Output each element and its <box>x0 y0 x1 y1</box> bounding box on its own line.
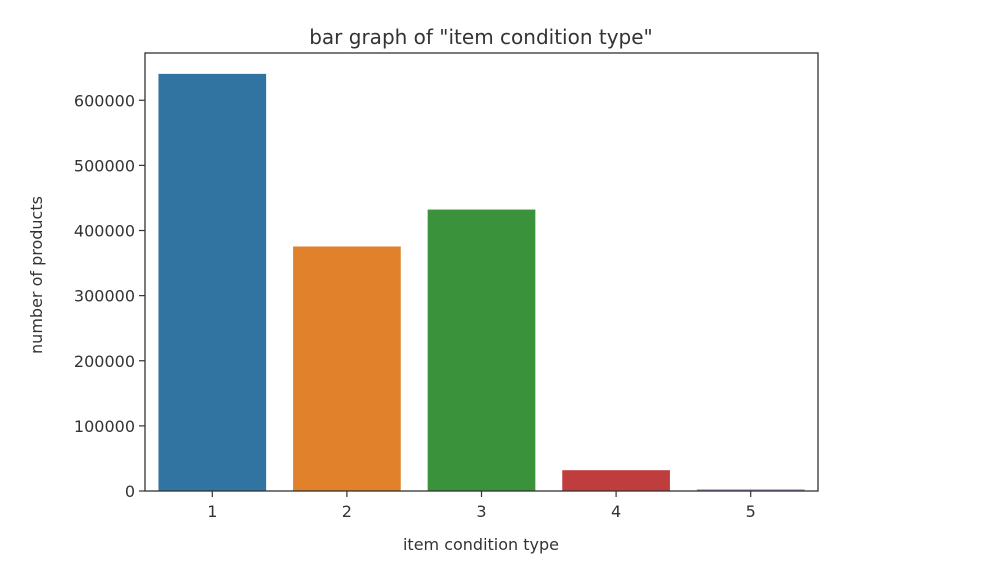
y-tick-label: 500000 <box>74 156 135 175</box>
x-tick-label: 5 <box>746 502 756 521</box>
bar-5 <box>696 489 805 491</box>
x-axis-label: item condition type <box>403 535 559 554</box>
x-tick-label: 3 <box>476 502 486 521</box>
y-tick-label: 200000 <box>74 352 135 371</box>
plot-frame <box>144 52 819 492</box>
bar-4 <box>562 470 670 491</box>
x-tick-label: 2 <box>342 502 352 521</box>
plot-area: 0 100000 200000 300000 400000 500000 600000 1 2 3… <box>74 52 819 521</box>
y-tick-label: 400000 <box>74 222 135 241</box>
x-tick-label: 1 <box>207 502 217 521</box>
bar-1 <box>158 73 267 491</box>
y-tick-label: 100000 <box>74 417 135 436</box>
y-axis-label: number of products <box>27 196 46 354</box>
x-tick-label: 4 <box>611 502 621 521</box>
y-tick-label: 0 <box>125 482 135 501</box>
bar-3 <box>427 209 536 491</box>
y-tick-label: 600000 <box>74 91 135 110</box>
bar-2 <box>293 246 401 491</box>
y-tick-label: 300000 <box>74 287 135 306</box>
chart-title: bar graph of "item condition type" <box>309 25 653 49</box>
